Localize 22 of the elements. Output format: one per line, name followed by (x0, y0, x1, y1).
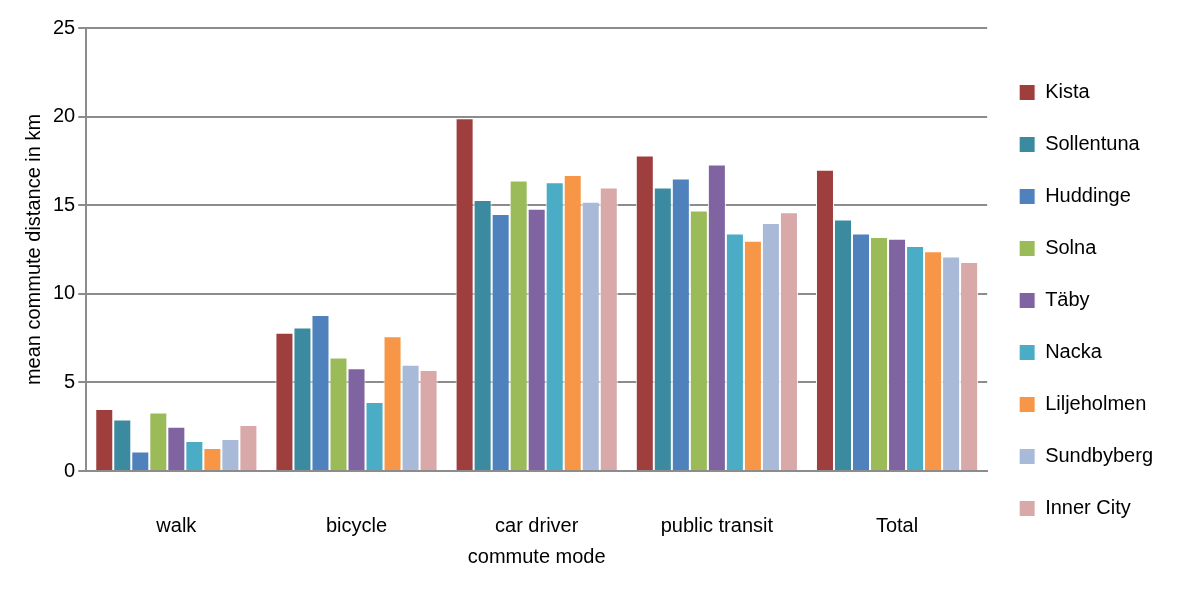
legend-label: Huddinge (1045, 184, 1131, 207)
y-tick-label: 15 (53, 192, 76, 215)
y-tick-label: 0 (64, 458, 76, 481)
x-axis-title: commute mode (467, 544, 606, 567)
legend-label: Kista (1045, 80, 1091, 103)
x-tick-label: walk (155, 513, 198, 536)
x-tick-label: car driver (495, 513, 579, 536)
legend-label: Sollentuna (1045, 132, 1141, 155)
legend-label: Liljeholmen (1045, 392, 1147, 415)
legend-label: Sundbyberg (1045, 444, 1154, 467)
y-tick-label: 25 (53, 15, 76, 38)
legend-label: Inner City (1045, 496, 1131, 519)
y-tick-label: 5 (64, 369, 76, 392)
x-tick-label: public transit (660, 513, 774, 536)
y-tick-label: 10 (53, 281, 76, 304)
legend-label: Nacka (1045, 340, 1103, 363)
legend-label: Täby (1045, 288, 1090, 311)
x-tick-label: bicycle (325, 513, 388, 536)
y-tick-label: 20 (53, 104, 76, 127)
x-tick-label: Total (875, 513, 919, 536)
legend-label: Solna (1045, 236, 1098, 259)
y-axis-title: mean commute distance in km (21, 113, 44, 386)
